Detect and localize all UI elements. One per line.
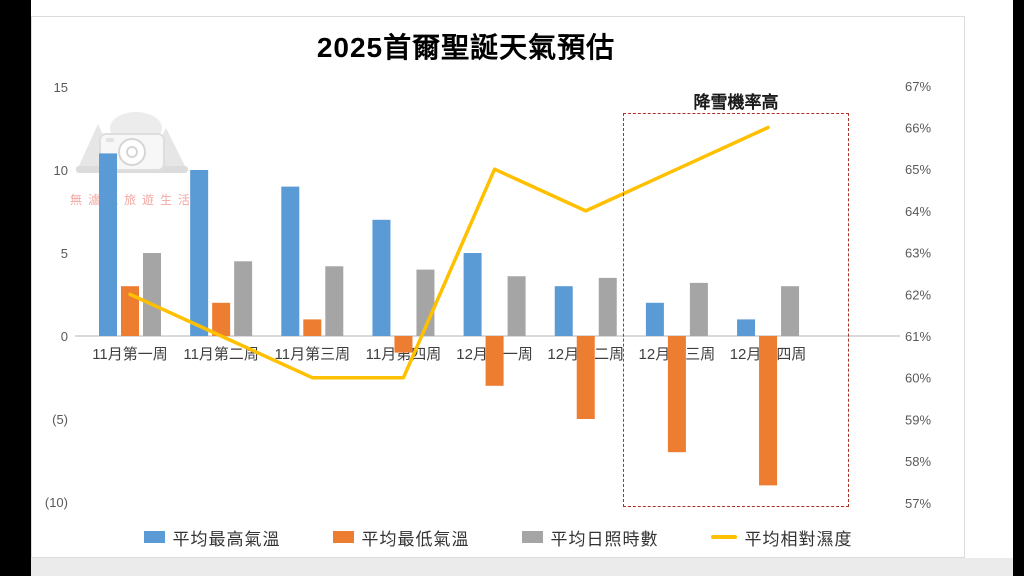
legend-item-1: 平均最低氣溫 — [332, 525, 470, 550]
right-axis-tick-10: 57% — [905, 496, 931, 511]
bar-平均最低氣溫-7 — [759, 336, 778, 486]
legend-swatch-0 — [143, 531, 165, 543]
snow-highlight-label: 降雪機率高 — [693, 93, 779, 112]
bar-平均日照時數-0 — [143, 253, 161, 336]
bar-平均最高氣溫-0 — [99, 153, 117, 336]
left-axis-tick-1: 10 — [54, 163, 68, 178]
legend-label-3: 平均相對濕度 — [744, 529, 853, 549]
bar-平均最高氣溫-6 — [645, 302, 664, 336]
legend-label-1: 平均最低氣溫 — [361, 529, 470, 549]
right-axis-tick-0: 67% — [905, 79, 931, 94]
category-label-3: 11月第四周 — [366, 345, 442, 363]
bar-平均日照時數-6 — [689, 282, 708, 336]
bar-平均日照時數-7 — [781, 286, 800, 336]
chart-panel — [31, 16, 965, 558]
left-axis-tick-5: (10) — [45, 495, 68, 510]
right-letterbox-bar — [1013, 0, 1024, 576]
legend-label-0: 平均最高氣溫 — [172, 529, 281, 549]
right-axis-tick-7: 60% — [905, 371, 931, 386]
category-label-1: 11月第二周 — [183, 345, 259, 363]
bar-平均日照時數-5 — [598, 277, 617, 336]
legend-item-3: 平均相對濕度 — [710, 525, 853, 550]
chart-title: 2025首爾聖誕天氣預估 — [316, 32, 616, 63]
chart-legend: 平均最高氣溫 平均最低氣溫 平均日照時數 平均相對濕度 — [31, 524, 965, 550]
right-axis-tick-8: 59% — [905, 412, 931, 427]
left-axis-tick-2: 5 — [61, 246, 68, 261]
right-axis-tick-3: 64% — [905, 204, 931, 219]
right-axis-tick-1: 66% — [905, 121, 931, 136]
bar-平均日照時數-2 — [325, 266, 344, 336]
bar-平均最低氣溫-1 — [212, 302, 231, 336]
right-axis-tick-5: 62% — [905, 287, 931, 302]
bar-平均最低氣溫-4 — [485, 336, 504, 386]
right-axis-tick-6: 61% — [905, 329, 931, 344]
legend-item-0: 平均最高氣溫 — [143, 525, 281, 550]
bar-平均最高氣溫-7 — [737, 319, 756, 336]
left-letterbox-bar — [0, 0, 31, 576]
legend-swatch-2 — [521, 531, 543, 543]
legend-swatch-1 — [332, 531, 354, 543]
legend-swatch-3 — [710, 535, 737, 539]
bar-平均最高氣溫-1 — [190, 170, 209, 336]
bar-平均日照時數-4 — [507, 276, 526, 336]
category-label-0: 11月第一周 — [92, 345, 168, 363]
bar-平均最高氣溫-4 — [463, 253, 482, 336]
category-label-2: 11月第三周 — [275, 345, 351, 363]
bar-平均最低氣溫-2 — [303, 319, 322, 336]
right-axis-tick-2: 65% — [905, 162, 931, 177]
bar-平均最低氣溫-5 — [576, 336, 595, 419]
snow-highlight-box — [623, 113, 849, 507]
right-axis-tick-4: 63% — [905, 246, 931, 261]
legend-item-2: 平均日照時數 — [521, 525, 659, 550]
bar-平均最高氣溫-2 — [281, 186, 300, 336]
left-axis-tick-3: 0 — [61, 329, 68, 344]
bar-平均最高氣溫-5 — [554, 286, 573, 336]
bar-平均最低氣溫-3 — [394, 336, 413, 353]
left-axis-tick-4: (5) — [52, 412, 68, 427]
bottom-strip — [0, 558, 1024, 576]
bar-平均日照時數-1 — [234, 261, 253, 336]
right-axis-tick-9: 58% — [905, 454, 931, 469]
bar-平均最低氣溫-6 — [667, 336, 686, 453]
legend-label-2: 平均日照時數 — [550, 529, 659, 549]
line-平均相對濕度 — [128, 125, 770, 380]
bar-平均最高氣溫-3 — [372, 219, 391, 336]
left-axis-tick-0: 15 — [54, 80, 68, 95]
bar-平均最低氣溫-0 — [121, 286, 139, 336]
